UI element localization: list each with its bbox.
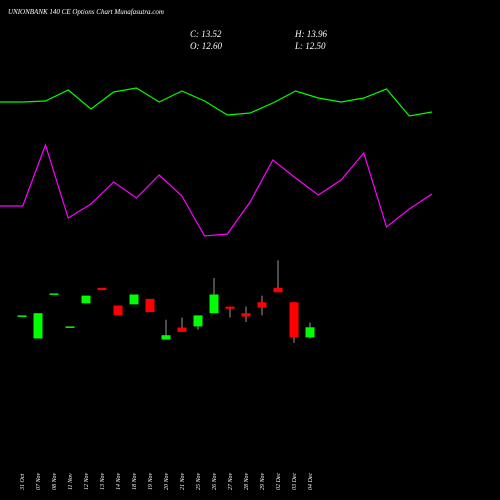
candle-body <box>97 287 107 291</box>
x-tick-label: 25 Nov <box>196 472 202 490</box>
high-label: H: 13.96 <box>294 29 327 39</box>
low-label: L: 12.50 <box>294 41 326 51</box>
candle-body <box>305 327 315 338</box>
candle-body <box>129 294 139 305</box>
candle-body <box>209 294 219 314</box>
candle-body <box>161 335 171 340</box>
x-tick-label: 03 Dec <box>292 473 298 490</box>
x-tick-label: 04 Dec <box>307 473 314 490</box>
candle-body <box>241 313 251 317</box>
x-tick-label: 11 Nov <box>68 473 74 490</box>
candle-body <box>177 327 187 332</box>
indicator-line <box>0 143 433 237</box>
x-tick-label: 27 Nov <box>228 472 234 490</box>
candle-body <box>257 302 267 308</box>
candle-body <box>289 302 299 338</box>
x-tick-label: 08 Nov <box>52 472 58 490</box>
candle-body <box>145 298 155 313</box>
x-tick-label: 20 Nov <box>164 472 170 490</box>
candle-body <box>65 326 75 328</box>
candle-body <box>193 315 203 327</box>
x-tick-label: 13 Nov <box>100 472 106 490</box>
open-label: O: 12.60 <box>190 41 222 51</box>
candle-body <box>273 287 283 293</box>
x-tick-label: 18 Nov <box>132 472 138 490</box>
candle-body <box>33 313 43 339</box>
x-tick-label: 07 Nov <box>36 472 42 490</box>
candle-body <box>17 315 27 317</box>
candle-body <box>49 293 59 295</box>
x-tick-label: 26 Nov <box>212 472 218 490</box>
x-tick-label: 21 Nov <box>180 472 186 490</box>
candle-body <box>81 295 91 304</box>
x-tick-label: 19 Nov <box>148 472 154 490</box>
x-tick-label: 12 Nov <box>84 472 90 490</box>
candle-body <box>225 306 235 309</box>
chart-title: UNIONBANK 140 CE Options Chart Munafasut… <box>8 8 164 16</box>
x-tick-label: 14 Nov <box>115 472 122 490</box>
x-tick-label: 31 Oct <box>20 474 26 491</box>
close-label: C: 13.52 <box>190 29 222 39</box>
candle-body <box>113 305 123 316</box>
x-tick-label: 28 Nov <box>244 472 250 490</box>
x-tick-label: 29 Nov <box>260 472 266 490</box>
x-tick-label: 02 Dec <box>276 473 282 490</box>
indicator-line <box>0 87 433 117</box>
